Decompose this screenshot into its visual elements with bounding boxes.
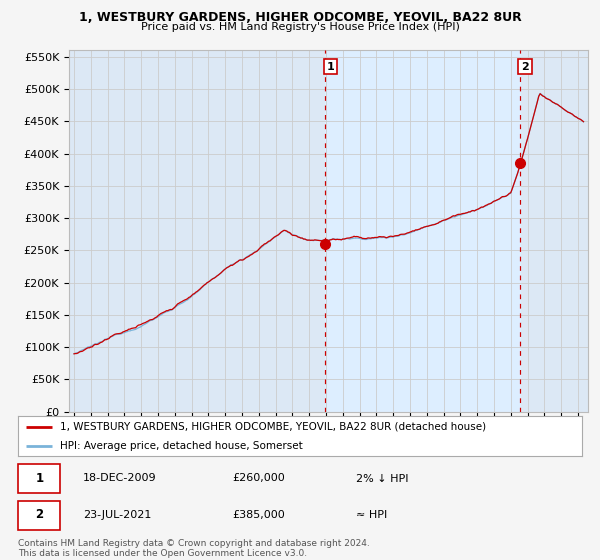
Text: 2: 2 [35, 508, 43, 521]
Text: £385,000: £385,000 [232, 510, 285, 520]
Text: Contains HM Land Registry data © Crown copyright and database right 2024.
This d: Contains HM Land Registry data © Crown c… [18, 539, 370, 558]
Text: 23-JUL-2021: 23-JUL-2021 [83, 510, 151, 520]
Text: 18-DEC-2009: 18-DEC-2009 [83, 473, 157, 483]
Text: 1: 1 [326, 62, 334, 72]
Text: 1, WESTBURY GARDENS, HIGHER ODCOMBE, YEOVIL, BA22 8UR (detached house): 1, WESTBURY GARDENS, HIGHER ODCOMBE, YEO… [60, 422, 487, 432]
Text: £260,000: £260,000 [232, 473, 285, 483]
Bar [325, 50, 520, 412]
Text: HPI: Average price, detached house, Somerset: HPI: Average price, detached house, Some… [60, 441, 303, 450]
Text: Price paid vs. HM Land Registry's House Price Index (HPI): Price paid vs. HM Land Registry's House … [140, 22, 460, 32]
FancyBboxPatch shape [18, 501, 60, 530]
Text: 1: 1 [35, 472, 43, 485]
FancyBboxPatch shape [18, 464, 60, 493]
Text: 2: 2 [521, 62, 529, 72]
Text: 2% ↓ HPI: 2% ↓ HPI [356, 473, 409, 483]
Text: ≈ HPI: ≈ HPI [356, 510, 388, 520]
Text: 1, WESTBURY GARDENS, HIGHER ODCOMBE, YEOVIL, BA22 8UR: 1, WESTBURY GARDENS, HIGHER ODCOMBE, YEO… [79, 11, 521, 24]
